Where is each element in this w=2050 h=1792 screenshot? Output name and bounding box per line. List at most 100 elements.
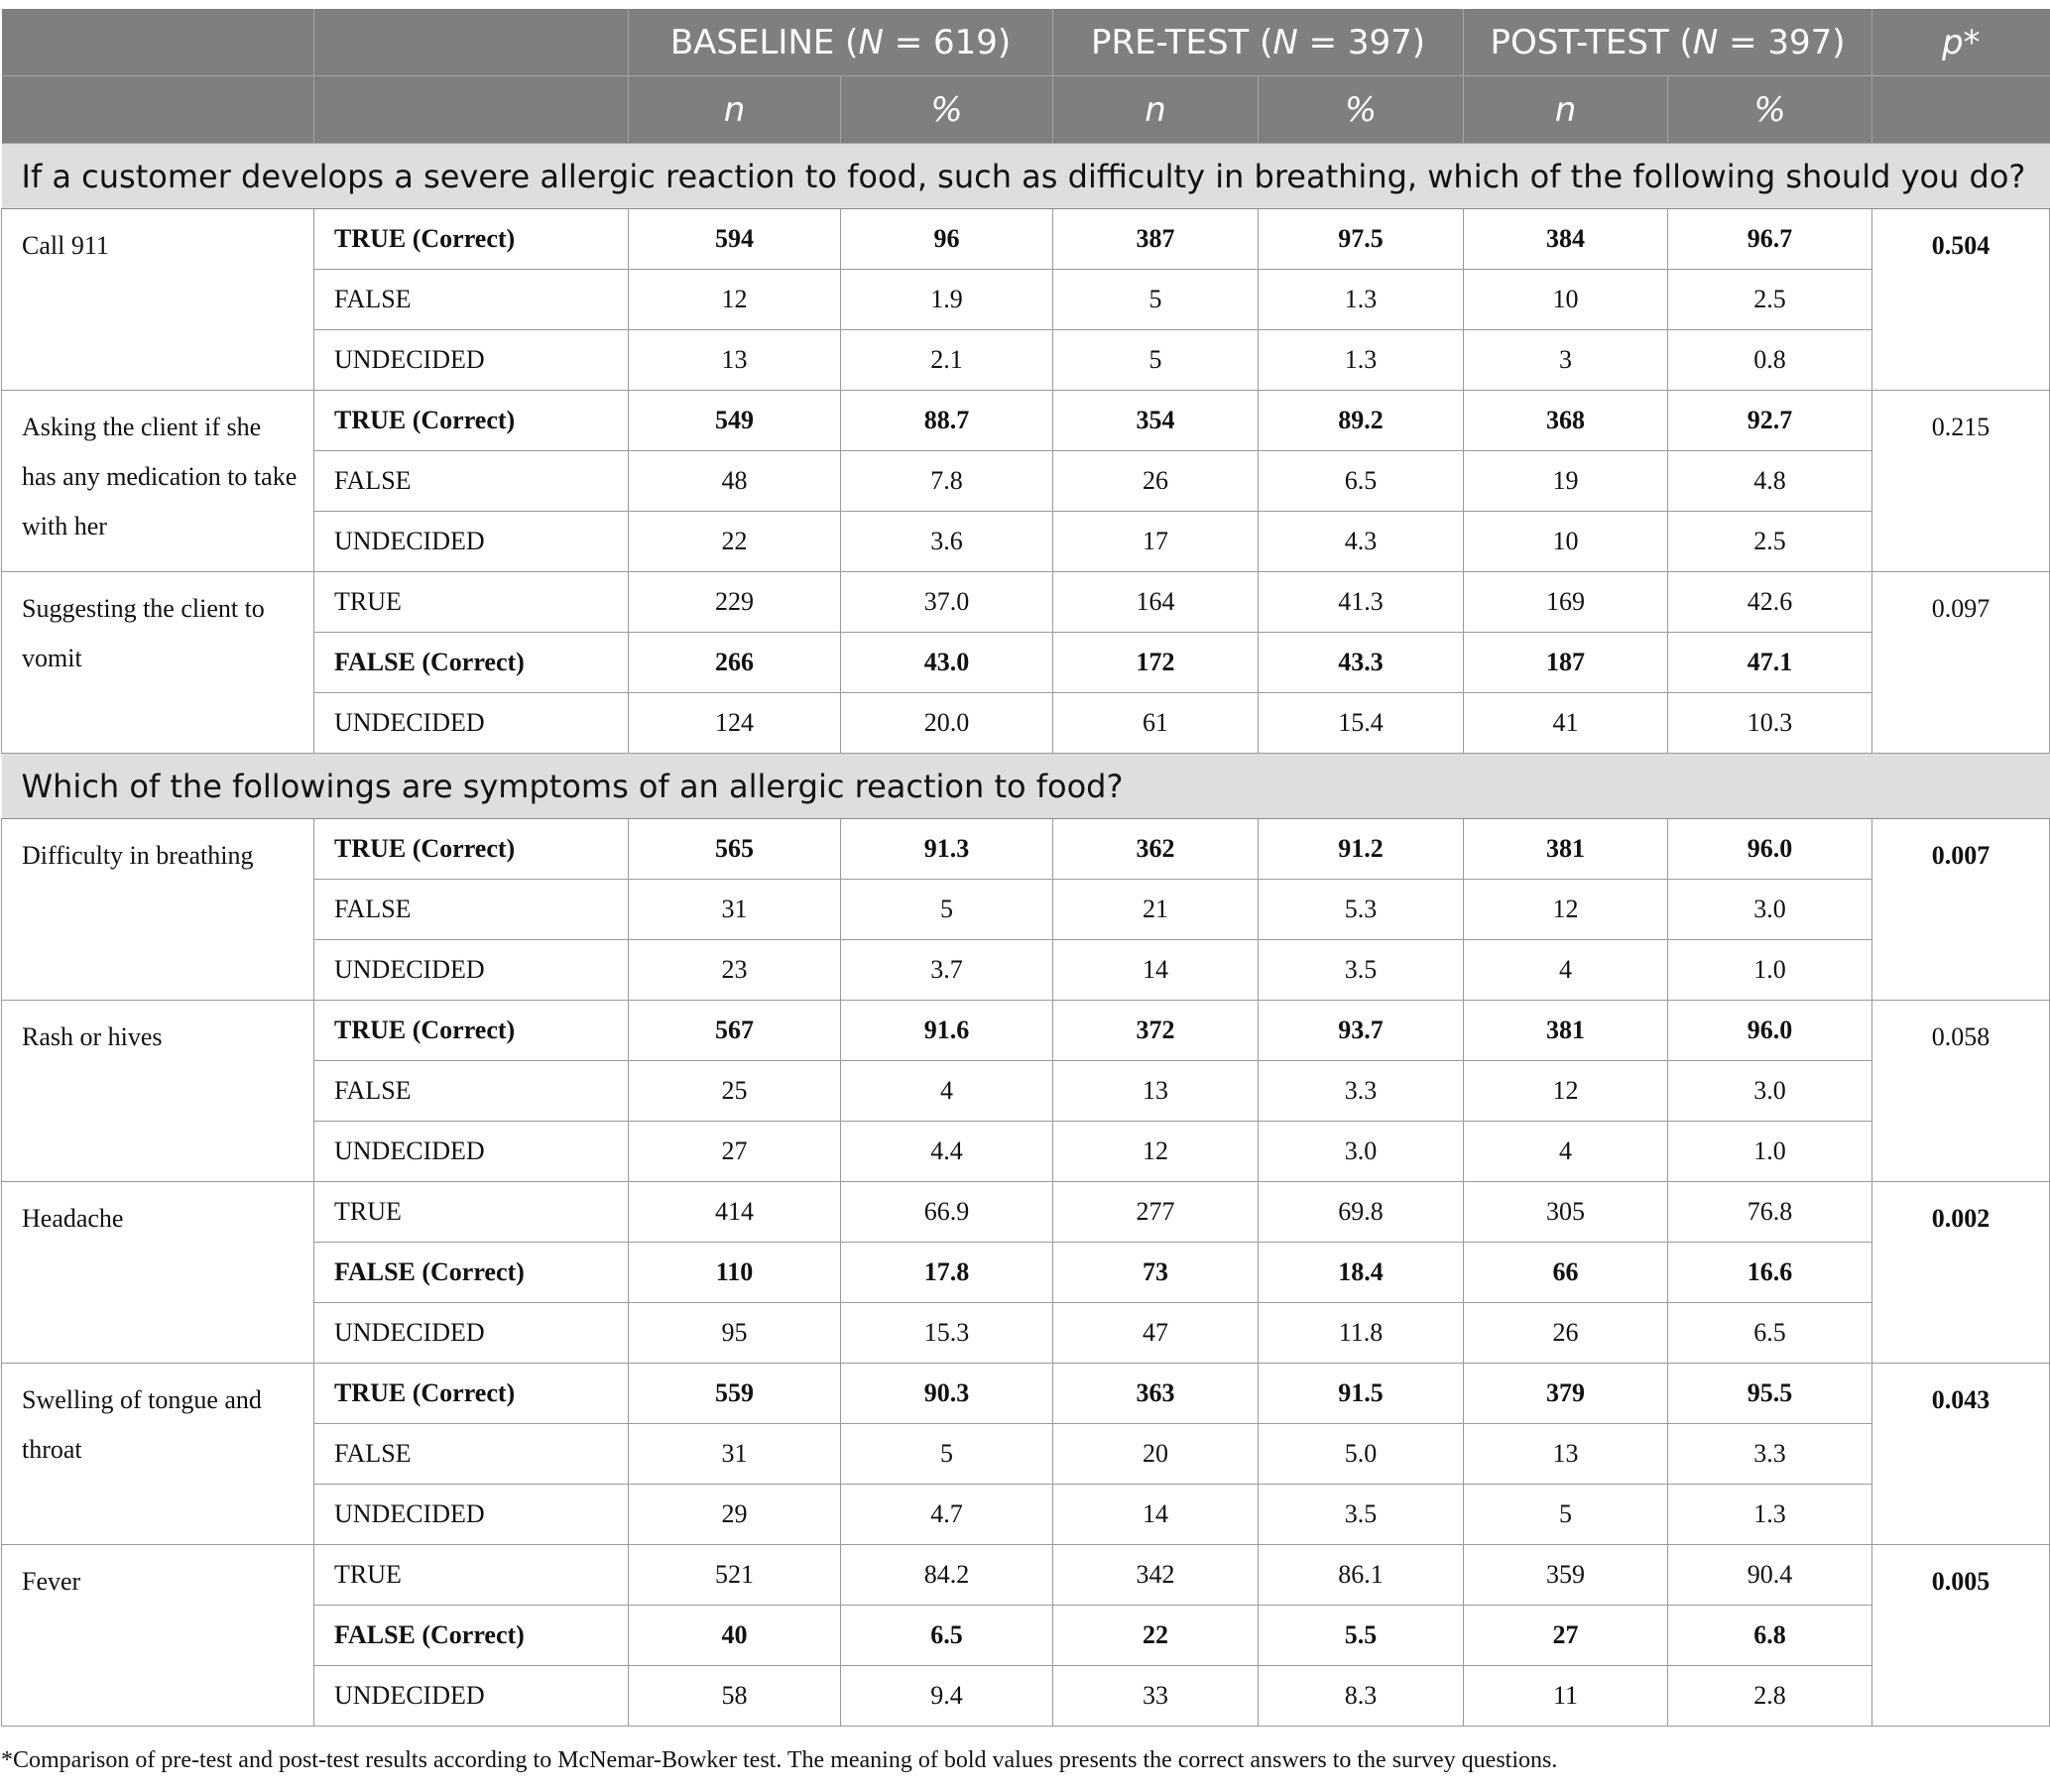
cell-pre-test-pct: 11.8 <box>1258 1302 1465 1364</box>
item-label: Difficulty in breathing <box>1 818 314 1001</box>
cell-pre-test-n: 354 <box>1052 390 1259 451</box>
cell-post-test-pct: 76.8 <box>1667 1181 1873 1243</box>
cell-baseline-n: 31 <box>628 1423 841 1485</box>
header-row-subcolumns: n % n % n % <box>1 75 2050 144</box>
answer-label: FALSE (Correct) <box>313 1242 629 1303</box>
cell-pre-test-pct: 15.4 <box>1258 692 1465 754</box>
table-row: UNDECIDED 58 9.4 33 8.3 11 2.8 <box>2 1665 2050 1727</box>
table-row: UNDECIDED 95 15.3 47 11.8 26 6.5 <box>2 1302 2050 1364</box>
cell-baseline-n: 29 <box>628 1484 841 1545</box>
cell-pre-test-pct: 8.3 <box>1258 1665 1465 1727</box>
answer-label: TRUE <box>313 1181 629 1243</box>
header-pre-test: PRE-TEST (N = 397) <box>1052 9 1465 76</box>
cell-post-test-n: 381 <box>1463 1000 1669 1061</box>
cell-baseline-n: 594 <box>628 208 841 270</box>
cell-pre-test-n: 47 <box>1052 1302 1259 1364</box>
cell-post-test-n: 187 <box>1463 632 1669 693</box>
cell-pre-test-pct: 43.3 <box>1258 632 1465 693</box>
cell-post-test-pct: 1.0 <box>1667 939 1873 1001</box>
cell-post-test-pct: 3.3 <box>1667 1423 1873 1485</box>
cell-baseline-n: 48 <box>628 450 841 512</box>
answer-label: TRUE (Correct) <box>313 818 629 880</box>
table-row: FALSE 31 5 21 5.3 12 3.0 <box>2 879 2050 940</box>
cell-post-test-pct: 2.5 <box>1667 269 1873 330</box>
p-value: 0.002 <box>1871 1181 2050 1364</box>
cell-baseline-pct: 84.2 <box>840 1544 1053 1606</box>
cell-pre-test-n: 362 <box>1052 818 1259 880</box>
cell-baseline-n: 549 <box>628 390 841 451</box>
cell-pre-test-n: 21 <box>1052 879 1259 940</box>
cell-pre-test-n: 14 <box>1052 1484 1259 1545</box>
cell-pre-test-pct: 97.5 <box>1258 208 1465 270</box>
cell-baseline-n: 565 <box>628 818 841 880</box>
table-row: UNDECIDED 27 4.4 12 3.0 4 1.0 <box>2 1121 2050 1182</box>
cell-pre-test-n: 363 <box>1052 1363 1259 1424</box>
answer-label: FALSE <box>313 879 629 940</box>
header-baseline: BASELINE (N = 619) <box>628 9 1053 76</box>
cell-post-test-n: 4 <box>1463 1121 1669 1182</box>
cell-baseline-n: 12 <box>628 269 841 330</box>
table-row: FALSE (Correct) 266 43.0 172 43.3 187 47.1 <box>2 632 2050 693</box>
cell-pre-test-pct: 86.1 <box>1258 1544 1465 1606</box>
cell-pre-test-n: 172 <box>1052 632 1259 693</box>
cell-post-test-n: 305 <box>1463 1181 1669 1243</box>
cell-baseline-pct: 6.5 <box>840 1605 1053 1666</box>
cell-post-test-pct: 2.5 <box>1667 511 1873 572</box>
cell-baseline-n: 13 <box>628 329 841 391</box>
cell-baseline-n: 229 <box>628 571 841 633</box>
header-p-blank <box>1871 75 2050 144</box>
cell-post-test-n: 10 <box>1463 269 1669 330</box>
cell-pre-test-n: 26 <box>1052 450 1259 512</box>
cell-baseline-n: 58 <box>628 1665 841 1727</box>
answer-label: UNDECIDED <box>313 1121 629 1182</box>
cell-baseline-n: 25 <box>628 1060 841 1122</box>
cell-pre-test-n: 22 <box>1052 1605 1259 1666</box>
table-row: UNDECIDED 23 3.7 14 3.5 4 1.0 <box>2 939 2050 1001</box>
answer-label: UNDECIDED <box>313 1302 629 1364</box>
answer-label: UNDECIDED <box>313 1665 629 1727</box>
cell-pre-test-n: 5 <box>1052 329 1259 391</box>
header-post-test-n: n <box>1463 75 1669 144</box>
cell-baseline-n: 95 <box>628 1302 841 1364</box>
table-row: FALSE 48 7.8 26 6.5 19 4.8 <box>2 450 2050 512</box>
cell-baseline-pct: 20.0 <box>840 692 1053 754</box>
cell-baseline-n: 567 <box>628 1000 841 1061</box>
answer-label: FALSE <box>313 450 629 512</box>
cell-post-test-n: 26 <box>1463 1302 1669 1364</box>
cell-post-test-pct: 16.6 <box>1667 1242 1873 1303</box>
cell-baseline-pct: 3.6 <box>840 511 1053 572</box>
cell-pre-test-pct: 3.5 <box>1258 939 1465 1001</box>
section-question: Which of the followings are symptoms of … <box>1 753 2050 819</box>
cell-post-test-n: 12 <box>1463 1060 1669 1122</box>
cell-post-test-pct: 2.8 <box>1667 1665 1873 1727</box>
cell-post-test-n: 41 <box>1463 692 1669 754</box>
cell-baseline-n: 559 <box>628 1363 841 1424</box>
cell-baseline-pct: 7.8 <box>840 450 1053 512</box>
table-row: Fever TRUE 521 84.2 342 86.1 359 90.4 0.005 <box>1 1544 2050 1727</box>
cell-pre-test-n: 372 <box>1052 1000 1259 1061</box>
cell-baseline-n: 31 <box>628 879 841 940</box>
header-blank-cell <box>313 9 629 76</box>
cell-post-test-pct: 6.5 <box>1667 1302 1873 1364</box>
answer-label: UNDECIDED <box>313 939 629 1001</box>
cell-pre-test-n: 277 <box>1052 1181 1259 1243</box>
table-row: UNDECIDED 13 2.1 5 1.3 3 0.8 <box>2 329 2050 391</box>
cell-pre-test-pct: 3.0 <box>1258 1121 1465 1182</box>
cell-post-test-n: 19 <box>1463 450 1669 512</box>
section-question-row: If a customer develops a severe allergic… <box>1 143 2050 209</box>
cell-pre-test-n: 17 <box>1052 511 1259 572</box>
table-row: UNDECIDED 124 20.0 61 15.4 41 10.3 <box>2 692 2050 754</box>
table-body: If a customer develops a severe allergic… <box>1 143 2050 1727</box>
table-row: Rash or hives TRUE (Correct) 567 91.6 372 93.… <box>1 1000 2050 1182</box>
p-value: 0.058 <box>1871 1000 2050 1182</box>
cell-pre-test-pct: 5.3 <box>1258 879 1465 940</box>
cell-pre-test-pct: 91.2 <box>1258 818 1465 880</box>
cell-post-test-pct: 96.0 <box>1667 818 1873 880</box>
cell-pre-test-pct: 5.5 <box>1258 1605 1465 1666</box>
cell-baseline-pct: 4.7 <box>840 1484 1053 1545</box>
table-row: FALSE (Correct) 110 17.8 73 18.4 66 16.6 <box>2 1242 2050 1303</box>
p-value: 0.215 <box>1871 390 2050 572</box>
item-label: Suggesting the client to vomit <box>1 571 314 754</box>
cell-post-test-pct: 10.3 <box>1667 692 1873 754</box>
